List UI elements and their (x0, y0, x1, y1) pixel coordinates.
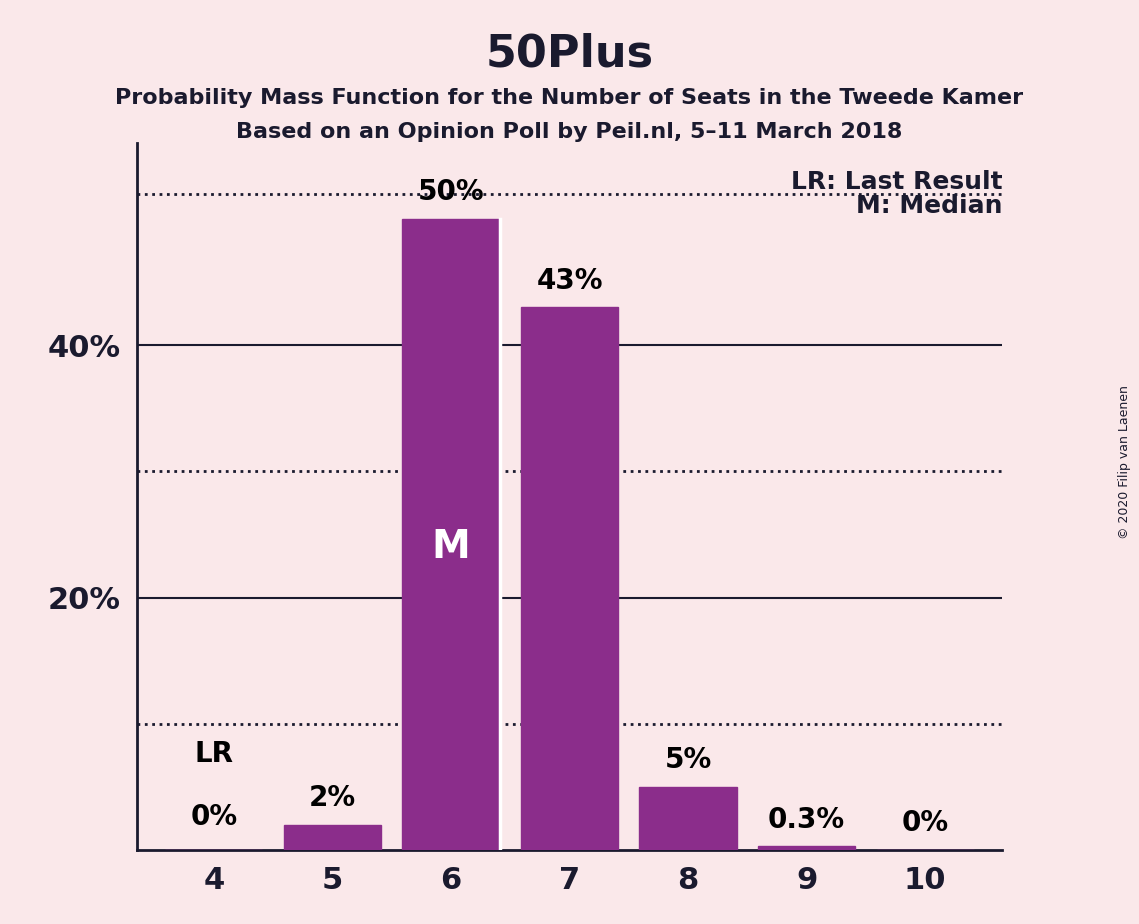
Text: M: Median: M: Median (855, 194, 1002, 218)
Text: 50Plus: 50Plus (485, 32, 654, 76)
Text: 50%: 50% (418, 178, 484, 206)
Bar (402, 219, 500, 850)
Text: LR: LR (195, 740, 233, 768)
Bar (639, 787, 737, 850)
Text: 0%: 0% (902, 809, 949, 837)
Text: 0.3%: 0.3% (768, 806, 845, 833)
Bar (521, 308, 618, 850)
Text: 2%: 2% (309, 784, 355, 812)
Text: M: M (432, 529, 470, 566)
Bar (284, 825, 380, 850)
Text: Based on an Opinion Poll by Peil.nl, 5–11 March 2018: Based on an Opinion Poll by Peil.nl, 5–1… (236, 122, 903, 142)
Text: 0%: 0% (190, 803, 237, 832)
Text: 5%: 5% (664, 747, 712, 774)
Text: © 2020 Filip van Laenen: © 2020 Filip van Laenen (1118, 385, 1131, 539)
Text: Probability Mass Function for the Number of Seats in the Tweede Kamer: Probability Mass Function for the Number… (115, 88, 1024, 108)
Bar (759, 846, 855, 850)
Text: 43%: 43% (536, 267, 603, 295)
Text: LR: Last Result: LR: Last Result (790, 170, 1002, 194)
